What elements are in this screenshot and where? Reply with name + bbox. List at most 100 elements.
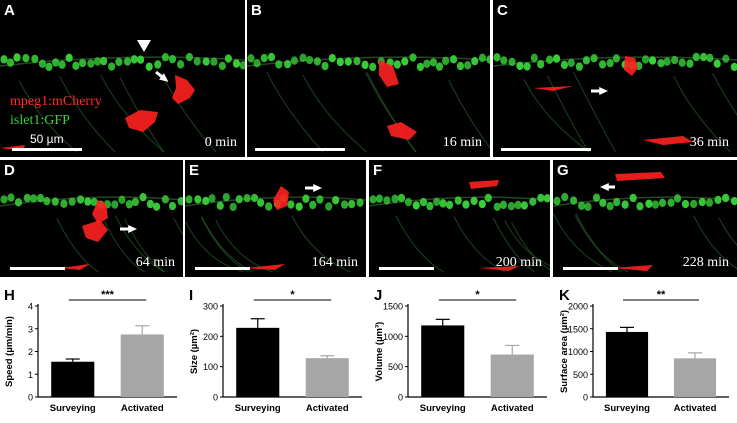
x-category-label: Activated xyxy=(121,403,164,414)
gfp-neuron xyxy=(72,61,80,71)
gfp-neuron xyxy=(243,193,251,203)
panel-label-f: F xyxy=(373,162,383,179)
gfp-neuron xyxy=(439,199,447,208)
gfp-neuron xyxy=(29,194,38,203)
axon xyxy=(692,215,737,270)
gfp-neuron xyxy=(423,59,431,68)
chart-panel-label: K xyxy=(559,287,570,304)
gfp-neuron xyxy=(36,193,45,203)
gfp-neuron xyxy=(168,201,177,211)
gfp-neuron xyxy=(325,202,333,211)
scale-bar-c xyxy=(501,148,591,151)
microglia-cell xyxy=(643,136,693,145)
gfp-neuron xyxy=(416,62,424,72)
gfp-neuron xyxy=(663,57,671,66)
scale-bar-g xyxy=(563,267,618,270)
y-tick-label: 2 xyxy=(28,347,33,357)
micrograph-panel-e: E 164 min xyxy=(185,160,366,277)
gfp-neuron xyxy=(194,195,202,204)
microglia-cell xyxy=(613,265,653,271)
gfp-neuron xyxy=(673,194,682,203)
gfp-neuron xyxy=(508,57,516,67)
gfp-neuron xyxy=(484,193,492,203)
gfp-neuron xyxy=(275,60,283,69)
gfp-neuron xyxy=(193,57,201,66)
axon xyxy=(185,221,245,273)
gfp-neuron xyxy=(393,60,401,69)
gfp-neuron xyxy=(700,52,708,62)
gfp-neuron xyxy=(537,60,545,69)
gfp-neuron xyxy=(154,60,162,69)
arrow-head xyxy=(599,87,608,95)
gfp-neuron xyxy=(383,196,391,205)
gfp-neuron xyxy=(636,202,644,211)
microglia-cell xyxy=(479,266,519,271)
axon xyxy=(448,80,490,149)
gfp-neuron xyxy=(60,199,68,208)
bar-chart-speed: H 0 1 2 3 4 Speed (µm/min) Surveying Activated **… xyxy=(4,287,177,414)
micrograph-b-image xyxy=(247,52,490,153)
axon xyxy=(712,72,737,116)
y-tick-label: 1500 xyxy=(568,324,588,334)
axon xyxy=(718,217,737,247)
gfp-neuron xyxy=(523,62,531,71)
gfp-neuron xyxy=(599,198,607,207)
gfp-neuron xyxy=(454,196,462,205)
y-axis-label: Surface area (µm²) xyxy=(559,310,570,393)
bar xyxy=(120,334,164,397)
y-axis-label: Volume (µm³) xyxy=(374,322,385,382)
gfp-neuron xyxy=(131,197,140,207)
axon xyxy=(553,213,613,273)
gfp-neuron xyxy=(265,202,273,211)
gfp-neuron xyxy=(478,199,486,209)
gfp-neuron xyxy=(606,202,614,211)
y-tick-label: 2000 xyxy=(568,302,588,312)
gfp-neuron xyxy=(419,197,428,207)
gfp-neuron xyxy=(560,60,569,70)
gfp-neuron xyxy=(321,61,329,71)
gfp-neuron xyxy=(43,196,51,206)
gfp-neuron xyxy=(336,57,344,67)
axon xyxy=(103,220,146,273)
gfp-neuron xyxy=(232,59,241,68)
bar xyxy=(490,354,534,397)
gfp-neuron xyxy=(145,62,153,71)
x-category-label: Surveying xyxy=(420,403,466,414)
gfp-neuron xyxy=(577,201,586,210)
microglia-cell xyxy=(92,200,108,224)
arrowhead-marker xyxy=(137,40,151,52)
chart-panel-label: H xyxy=(4,287,15,304)
axon xyxy=(59,76,116,153)
y-axis-label: Speed (µm/min) xyxy=(4,316,15,387)
gfp-neuron xyxy=(690,199,698,209)
gfp-neuron xyxy=(612,54,620,63)
y-tick-label: 500 xyxy=(573,370,588,380)
bar xyxy=(236,327,280,397)
gfp-neuron xyxy=(713,59,721,68)
axon xyxy=(201,216,254,273)
y-tick-label: 200 xyxy=(203,332,218,342)
gfp-neuron xyxy=(344,57,352,66)
axon xyxy=(56,217,99,273)
microglia-cell xyxy=(82,220,108,242)
gfp-neuron xyxy=(369,195,377,204)
gfp-neuron xyxy=(478,53,487,63)
gfp-neuron xyxy=(537,193,545,203)
gfp-neuron xyxy=(722,54,730,63)
gfp-neuron xyxy=(185,52,194,62)
scale-bar-b xyxy=(255,148,345,151)
gfp-neuron xyxy=(31,54,39,64)
microglia-cell xyxy=(125,110,158,132)
bar xyxy=(51,361,95,397)
gfp-neuron xyxy=(222,192,230,202)
gfp-neuron xyxy=(295,202,303,211)
gfp-neuron xyxy=(76,195,85,204)
gfp-neuron xyxy=(38,59,47,68)
gfp-neuron xyxy=(302,194,310,203)
gfp-neuron xyxy=(316,195,324,204)
gfp-neuron xyxy=(51,197,59,206)
micrograph-panel-b: B 16 min xyxy=(247,0,490,157)
y-tick-label: 300 xyxy=(203,302,218,312)
axon xyxy=(18,80,78,153)
gfp-neuron xyxy=(426,201,434,211)
